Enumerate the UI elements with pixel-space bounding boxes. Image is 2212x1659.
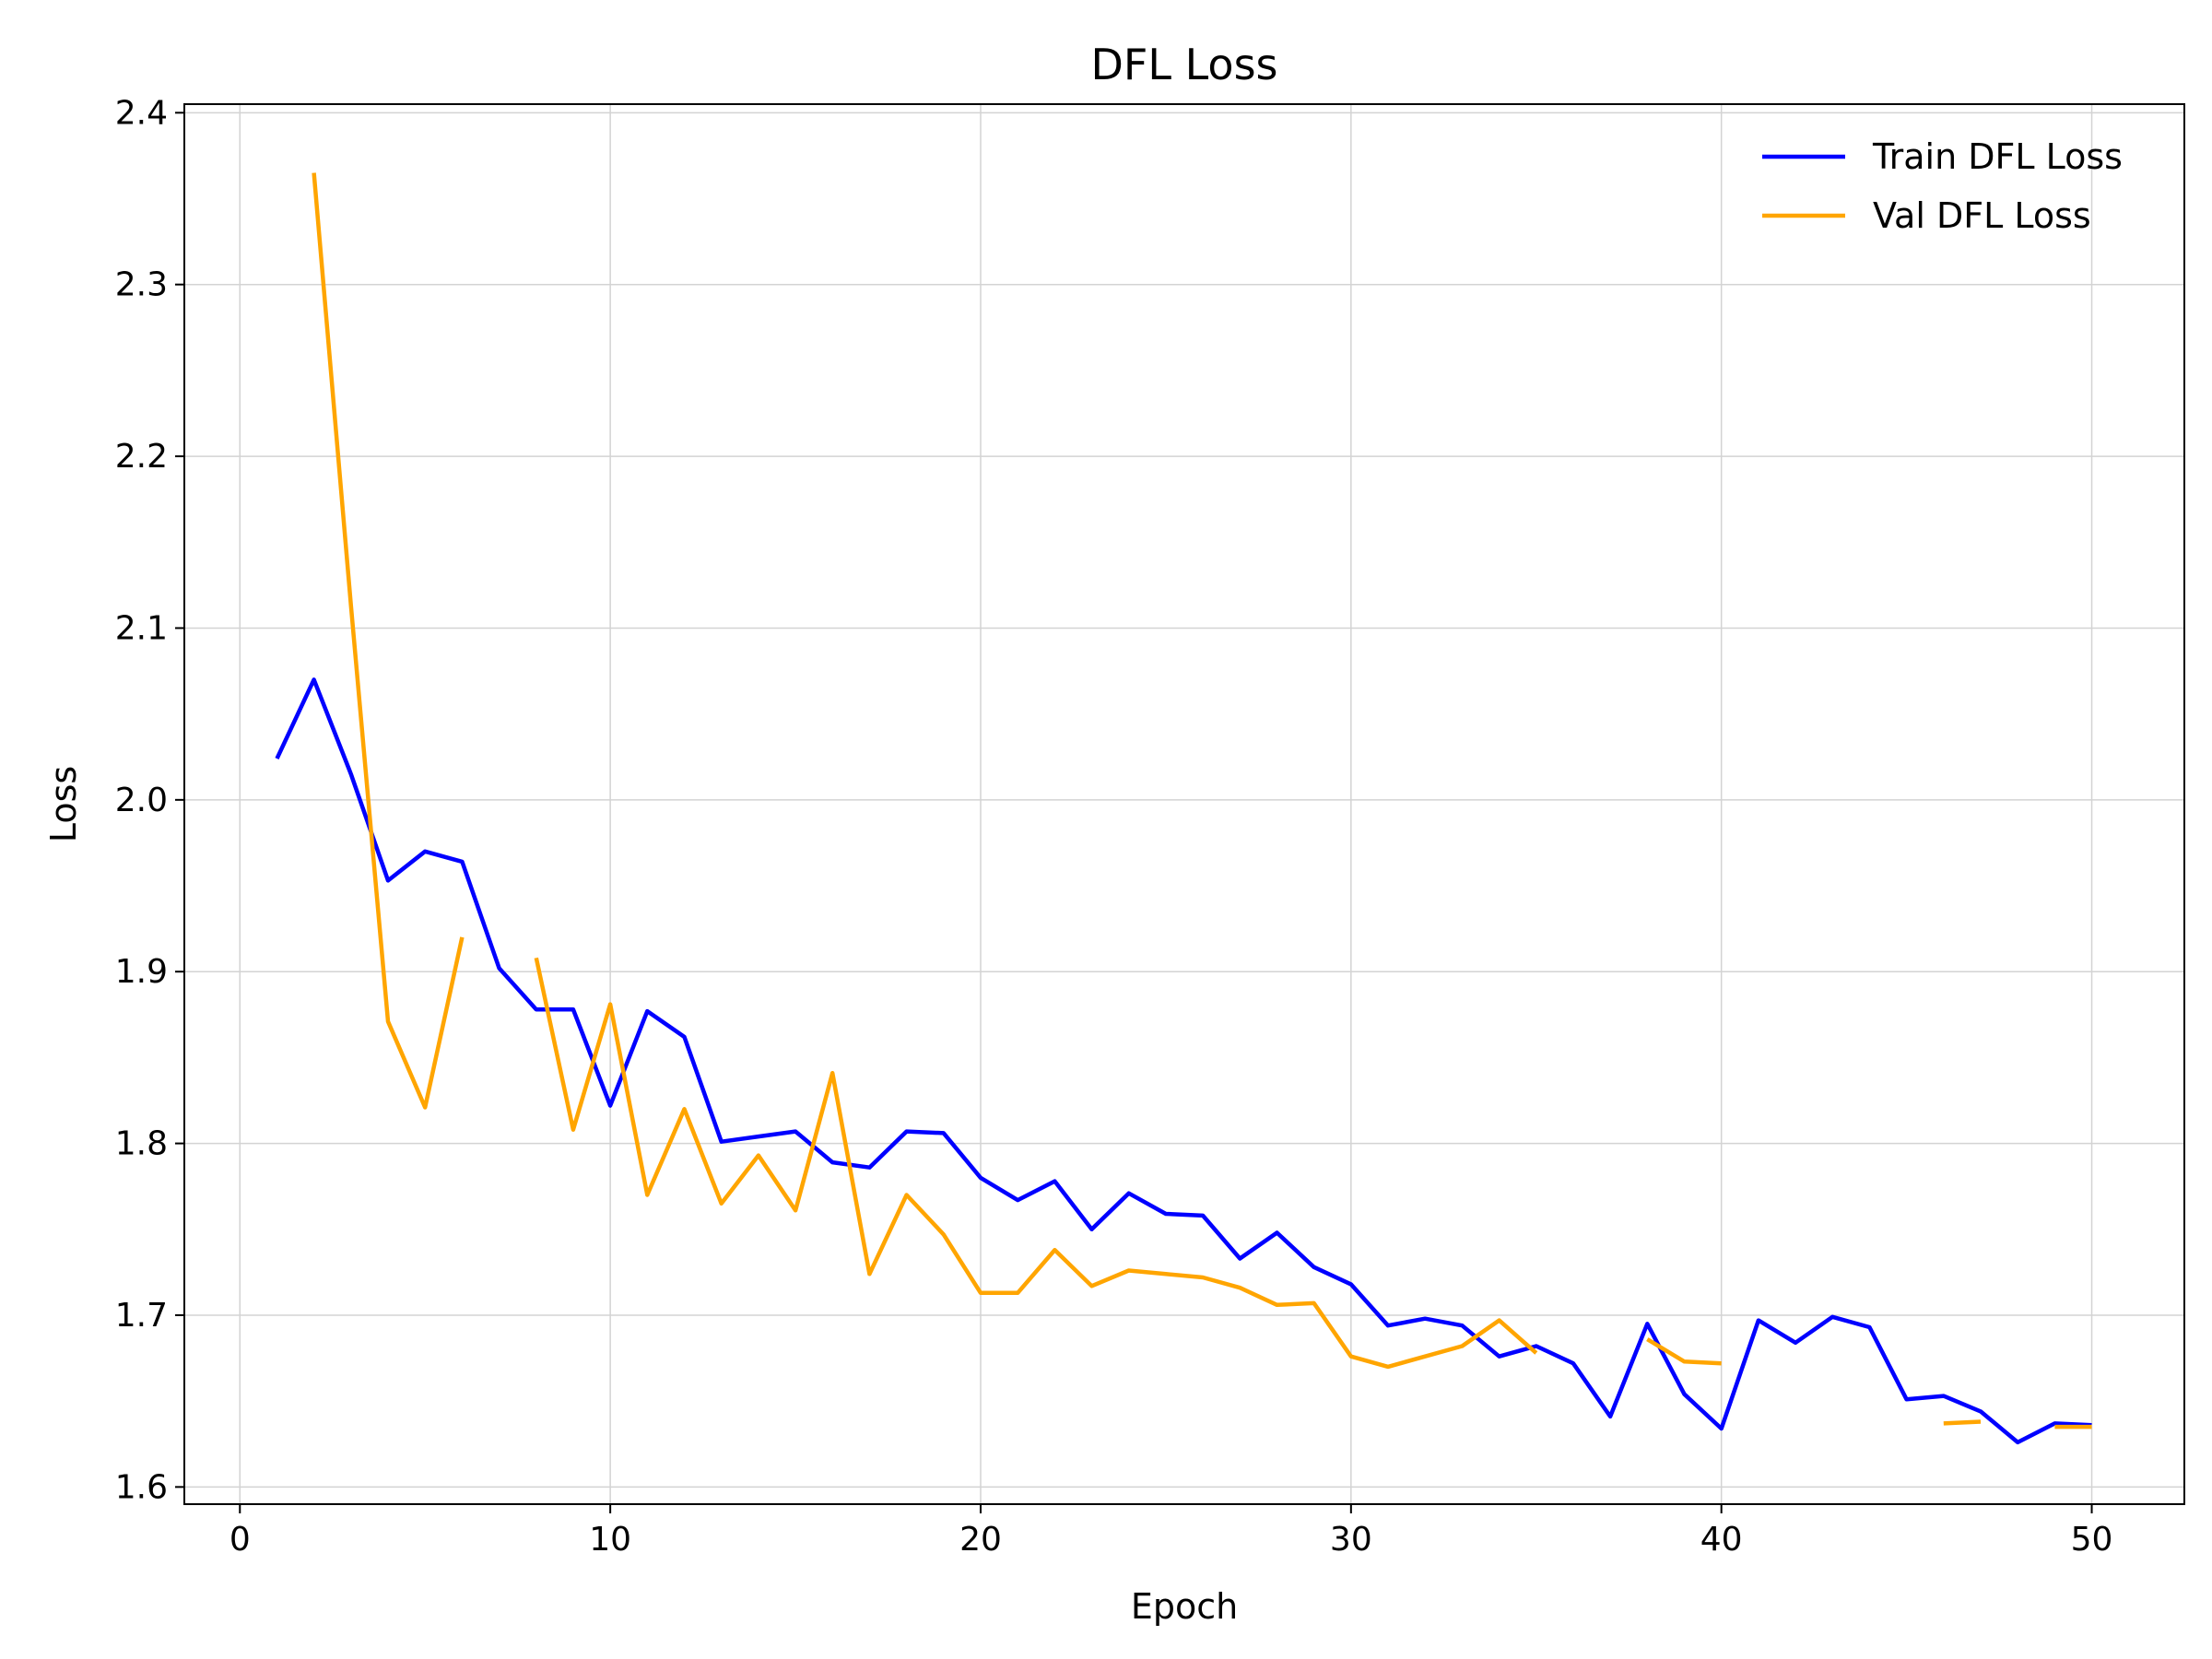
x-tick-label: 0	[229, 1521, 251, 1559]
y-tick: 1.8	[115, 1125, 184, 1163]
x-tick: 40	[1700, 1504, 1743, 1559]
legend-entry: Val DFL Loss	[1762, 195, 2091, 236]
y-tick-label: 2.3	[115, 266, 168, 304]
x-tick: 50	[2071, 1504, 2113, 1559]
y-tick: 2.0	[115, 782, 184, 819]
y-tick-label: 2.1	[115, 609, 168, 647]
x-axis: 0 10 20 30 40 50	[229, 1504, 2113, 1559]
legend-entry: Train DFL Loss	[1762, 136, 2123, 177]
y-axis: 1.6 1.7 1.8 1.9 2.0 2.1 2.2 2.3 2.4	[115, 94, 184, 1506]
y-axis-label: Loss	[43, 766, 84, 842]
plot-frame	[183, 103, 2185, 1505]
y-tick: 2.4	[115, 94, 184, 132]
series-line-train	[275, 677, 2092, 1445]
y-tick-label: 2.2	[115, 438, 168, 476]
legend-label: Train DFL Loss	[1872, 136, 2123, 177]
y-tick: 1.7	[115, 1297, 184, 1335]
x-tick-label: 10	[589, 1521, 631, 1559]
legend-label: Val DFL Loss	[1873, 195, 2091, 236]
grid-lines	[184, 104, 2184, 1504]
y-tick-label: 1.8	[115, 1125, 168, 1163]
y-tick: 1.6	[115, 1468, 184, 1506]
y-tick-label: 1.7	[115, 1297, 168, 1335]
series-line-val	[312, 172, 2092, 1430]
x-axis-label: Epoch	[1131, 1586, 1238, 1627]
legend: Train DFL Loss Val DFL Loss	[1762, 136, 2123, 236]
y-tick-label: 1.6	[115, 1468, 168, 1506]
chart-title: DFL Loss	[1090, 40, 1277, 89]
y-tick: 1.9	[115, 953, 184, 991]
y-tick-label: 1.9	[115, 953, 168, 991]
x-tick-label: 20	[959, 1521, 1002, 1559]
x-tick: 10	[589, 1504, 631, 1559]
y-tick: 2.1	[115, 609, 184, 647]
y-tick: 2.2	[115, 438, 184, 476]
y-tick-label: 2.4	[115, 94, 168, 132]
y-tick: 2.3	[115, 266, 184, 304]
y-tick-label: 2.0	[115, 782, 168, 819]
x-tick-label: 50	[2071, 1521, 2113, 1559]
x-tick-label: 30	[1330, 1521, 1372, 1559]
series-layer	[275, 172, 2092, 1445]
x-tick: 0	[229, 1504, 251, 1559]
x-tick: 30	[1330, 1504, 1372, 1559]
x-tick: 20	[959, 1504, 1002, 1559]
x-tick-label: 40	[1700, 1521, 1743, 1559]
